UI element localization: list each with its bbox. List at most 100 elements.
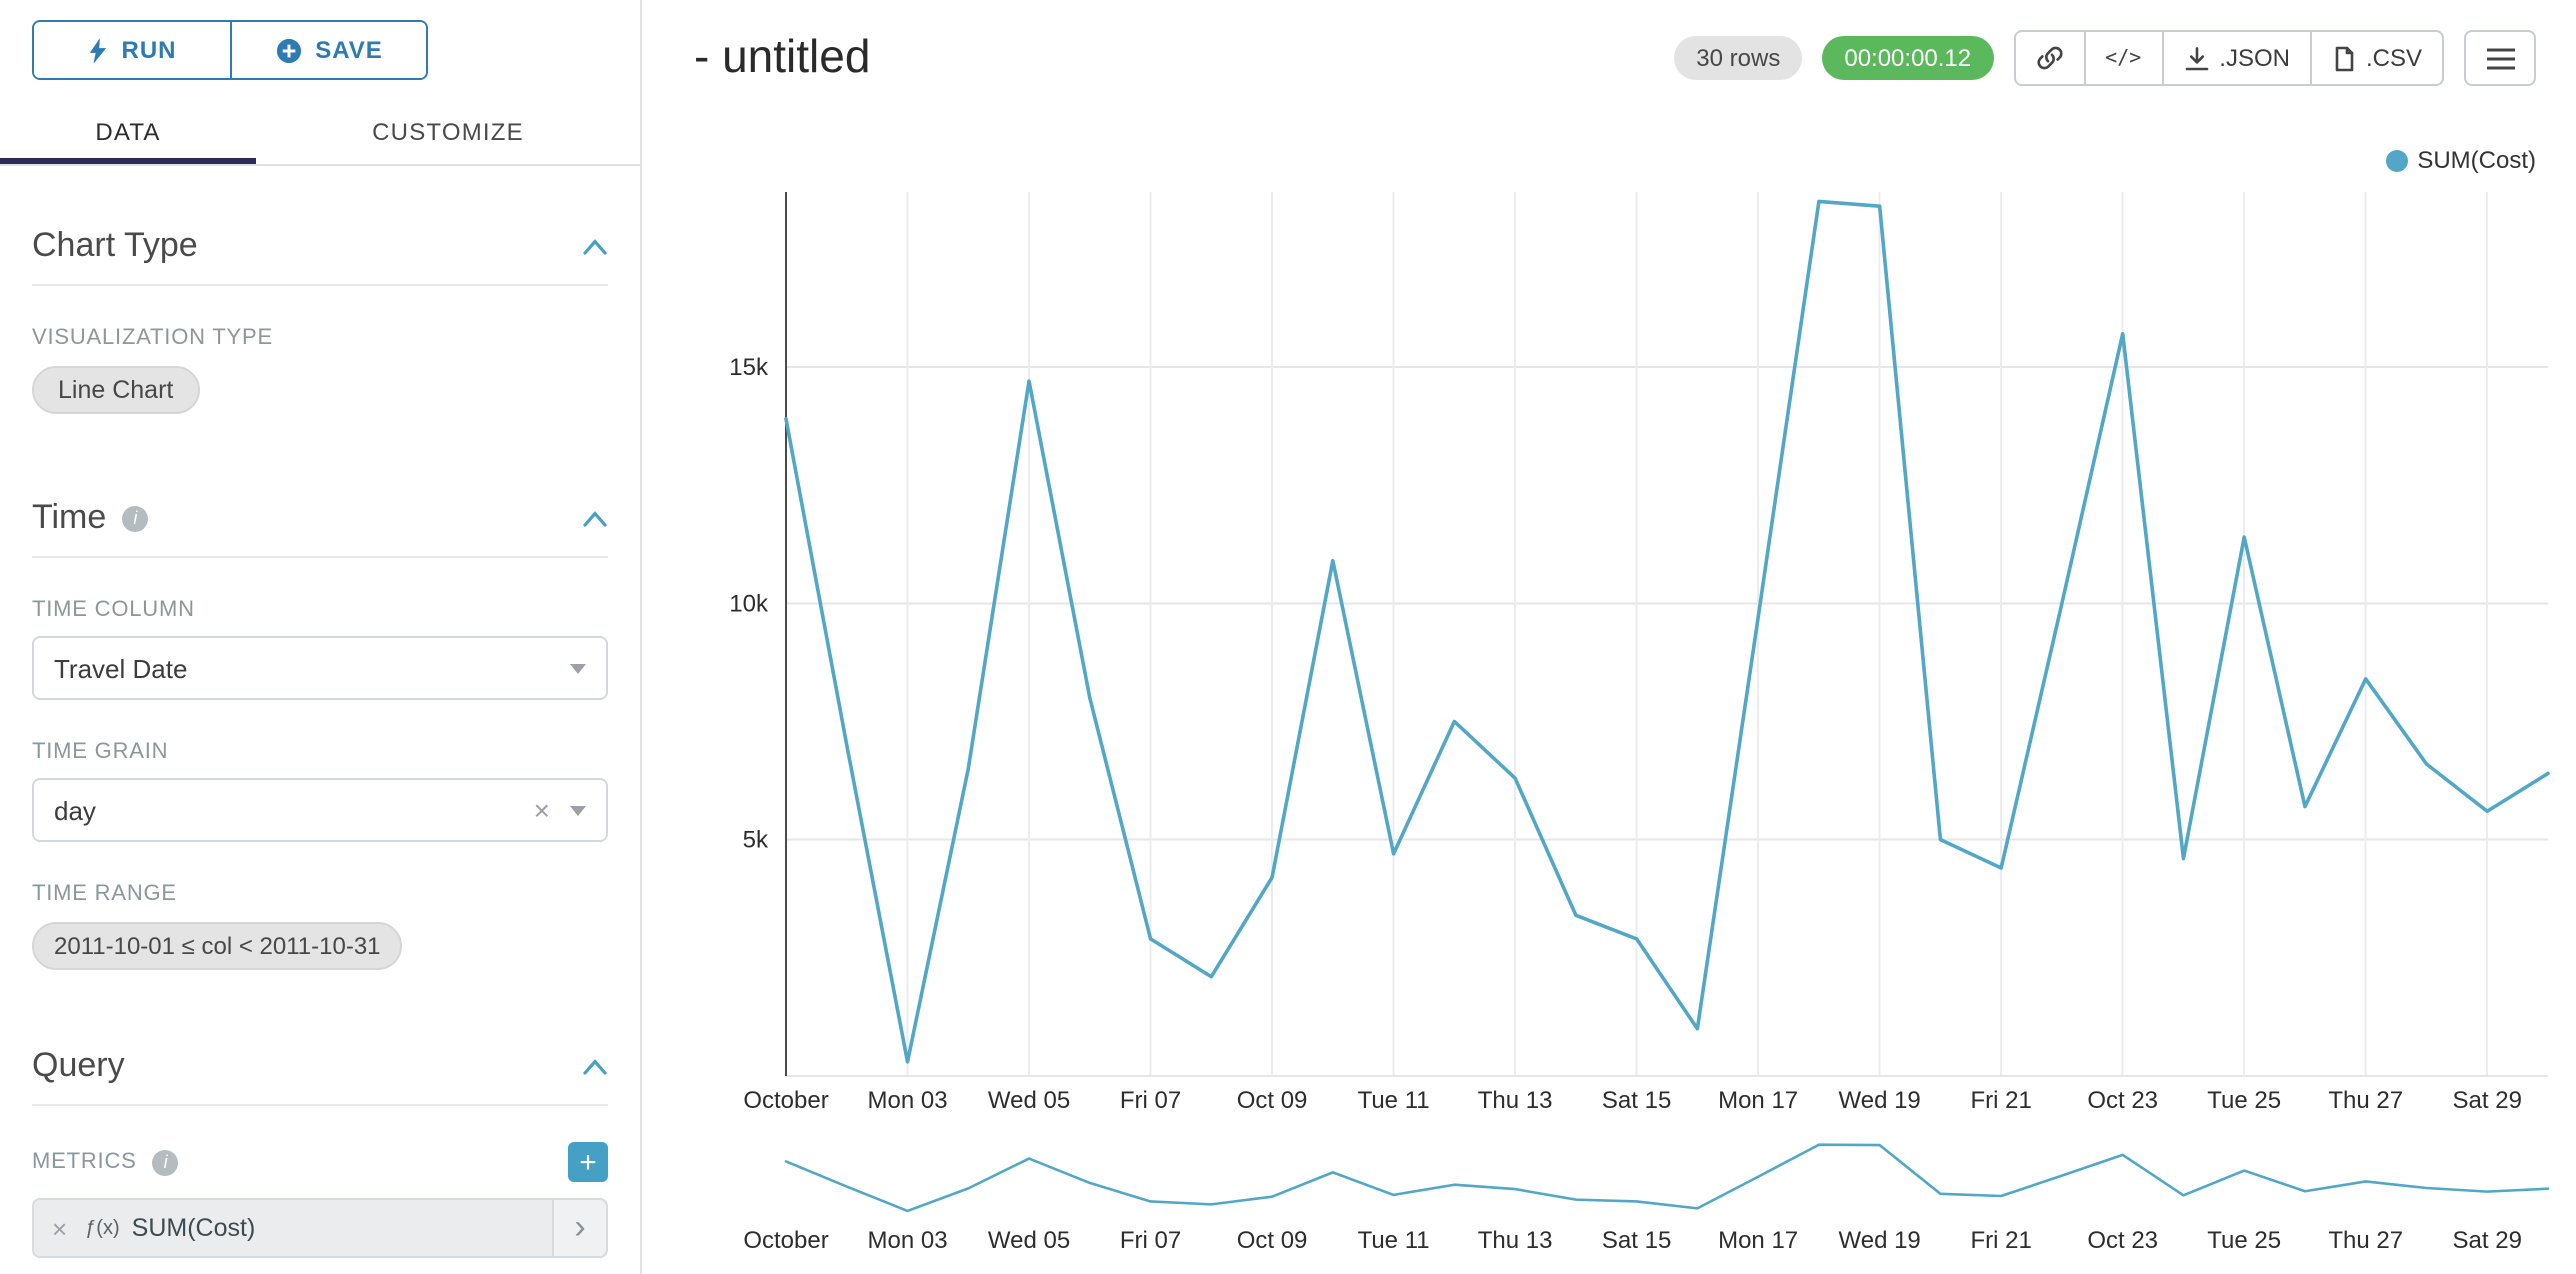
x-tick-label: Tue 25 (2207, 1087, 2281, 1114)
legend-label: SUM(Cost) (2417, 146, 2536, 174)
metrics-label: METRICS (32, 1150, 137, 1174)
link-icon (2036, 46, 2062, 70)
x-tick-label: Oct 09 (1237, 1087, 1308, 1114)
y-tick-label: 10k (729, 590, 769, 617)
info-icon: i (152, 1149, 179, 1175)
x-tick-label: Tue 11 (1358, 1087, 1430, 1114)
time-range-pill[interactable]: 2011-10-01 ≤ col < 2011-10-31 (32, 922, 403, 970)
section-header-chart-type[interactable]: Chart Type (32, 226, 608, 286)
run-button[interactable]: RUN (34, 22, 230, 78)
time-brush-chart[interactable]: October Mon 03 Wed 05 Fri 07 Oct 09 Tue 11 Thu… (642, 1120, 2576, 1274)
save-button-label: SAVE (315, 36, 383, 64)
series-line (784, 1143, 2550, 1213)
query-timer-badge: 00:00:00.12 (1822, 36, 1994, 80)
export-button-group: </> .JSON .CSV (2013, 30, 2444, 86)
section-time: Time i TIME COLUMN Travel Date TIME GRAI… (32, 498, 608, 970)
x-tick-label: Tue 11 (1358, 1227, 1430, 1254)
chart-container: - untitled 30 rows 00:00:00.12 </> .JSON (642, 0, 2576, 1274)
y-tick-label: 15k (729, 354, 769, 381)
x-tick-label: Sat 29 (2453, 1227, 2522, 1254)
chart-title[interactable]: - untitled (694, 30, 871, 82)
row-count-badge: 30 rows (1674, 36, 1803, 80)
line-chart[interactable]: 5k 10k 15k October Mon 03 Wed 05 Fri 07 Oct 09 T… (642, 176, 2576, 1124)
control-panel: RUN SAVE DATA CUSTOMIZE Chart Type VISUA… (0, 0, 642, 1274)
plus-circle-icon (276, 37, 301, 63)
section-title: Time (32, 498, 107, 536)
x-tick-label: Wed 05 (988, 1087, 1070, 1114)
x-tick-label: Wed 19 (1839, 1227, 1921, 1254)
x-tick-label: Fri 07 (1120, 1227, 1181, 1254)
chart-legend[interactable]: SUM(Cost) (2385, 146, 2536, 174)
x-tick-label: Fri 21 (1970, 1227, 2031, 1254)
x-tick-label: Fri 07 (1120, 1087, 1181, 1114)
metric-chip[interactable]: × ƒ(x) SUM(Cost) › (32, 1198, 608, 1258)
x-tick-label: October (743, 1087, 828, 1114)
x-tick-label: Thu 13 (1478, 1087, 1553, 1114)
x-tick-label: Thu 27 (2328, 1227, 2403, 1254)
viz-type-pill[interactable]: Line Chart (32, 366, 200, 414)
legend-dot (2385, 149, 2408, 171)
add-metric-button[interactable]: + (568, 1142, 608, 1182)
chevron-up-icon[interactable] (582, 237, 608, 255)
metric-chip-label: SUM(Cost) (131, 1214, 256, 1242)
x-tick-label: Oct 23 (2087, 1227, 2158, 1254)
file-icon (2335, 45, 2354, 71)
export-csv-button[interactable]: .CSV (2311, 30, 2444, 86)
x-tick-label: Wed 19 (1839, 1087, 1921, 1114)
chevron-right-icon[interactable]: › (552, 1200, 606, 1256)
time-column-label: TIME COLUMN (32, 598, 195, 622)
remove-metric-icon[interactable]: × (52, 1213, 68, 1243)
short-link-button[interactable] (2013, 30, 2086, 86)
download-icon (2184, 46, 2208, 70)
metrics-row: METRICS i + (32, 1142, 608, 1182)
time-grain-select[interactable]: day × (32, 778, 608, 842)
clear-icon[interactable]: × (533, 794, 550, 826)
export-csv-label: .CSV (2365, 44, 2422, 72)
viz-type-label: VISUALIZATION TYPE (32, 326, 273, 350)
run-save-group: RUN SAVE (32, 20, 428, 80)
time-range-label: TIME RANGE (32, 882, 177, 906)
section-chart-type: Chart Type VISUALIZATION TYPE Line Chart (32, 226, 608, 414)
chevron-up-icon[interactable] (582, 1057, 608, 1075)
time-grain-value: day (54, 795, 96, 825)
series-line (784, 199, 2550, 1064)
section-title: Chart Type (32, 226, 198, 264)
x-tick-label: Wed 05 (988, 1227, 1070, 1254)
run-button-label: RUN (121, 36, 177, 64)
time-grain-label: TIME GRAIN (32, 740, 169, 764)
section-header-query[interactable]: Query (32, 1046, 608, 1106)
section-header-time[interactable]: Time i (32, 498, 608, 558)
tab-data[interactable]: DATA (0, 100, 256, 164)
x-tick-label: Sat 15 (1602, 1087, 1671, 1114)
x-tick-label: Mon 03 (867, 1087, 947, 1114)
time-column-select[interactable]: Travel Date (32, 636, 608, 700)
x-tick-label: Sat 15 (1602, 1227, 1671, 1254)
y-tick-label: 5k (743, 827, 769, 854)
save-button[interactable]: SAVE (230, 22, 426, 78)
caret-down-icon (570, 805, 586, 815)
section-query: Query METRICS i + × ƒ(x) SUM(Cost) › FIL… (32, 1046, 608, 1274)
x-tick-label: Mon 17 (1718, 1087, 1798, 1114)
chart-header-controls: 30 rows 00:00:00.12 </> .JSON . (1674, 30, 2536, 86)
x-tick-label: October (743, 1227, 828, 1254)
x-tick-label: Mon 17 (1718, 1227, 1798, 1254)
export-json-button[interactable]: .JSON (2163, 30, 2312, 86)
x-tick-label: Mon 03 (867, 1227, 947, 1254)
chevron-up-icon[interactable] (582, 509, 608, 527)
bolt-icon (89, 37, 106, 63)
chart-header: - untitled 30 rows 00:00:00.12 </> .JSON (642, 0, 2576, 88)
time-column-value: Travel Date (54, 653, 188, 683)
view-query-button[interactable]: </> (2085, 30, 2164, 86)
panel-body: Chart Type VISUALIZATION TYPE Line Chart… (0, 226, 640, 1274)
section-title: Query (32, 1046, 125, 1084)
more-menu-button[interactable] (2464, 30, 2536, 86)
fx-icon: ƒ(x) (85, 1217, 120, 1239)
hamburger-icon (2486, 47, 2514, 69)
code-icon: </> (2105, 47, 2142, 69)
x-tick-label: Sat 29 (2453, 1087, 2522, 1114)
x-tick-label: Thu 27 (2328, 1087, 2403, 1114)
x-tick-label: Oct 23 (2087, 1087, 2158, 1114)
tab-customize[interactable]: CUSTOMIZE (256, 100, 640, 164)
info-icon: i (122, 505, 149, 531)
